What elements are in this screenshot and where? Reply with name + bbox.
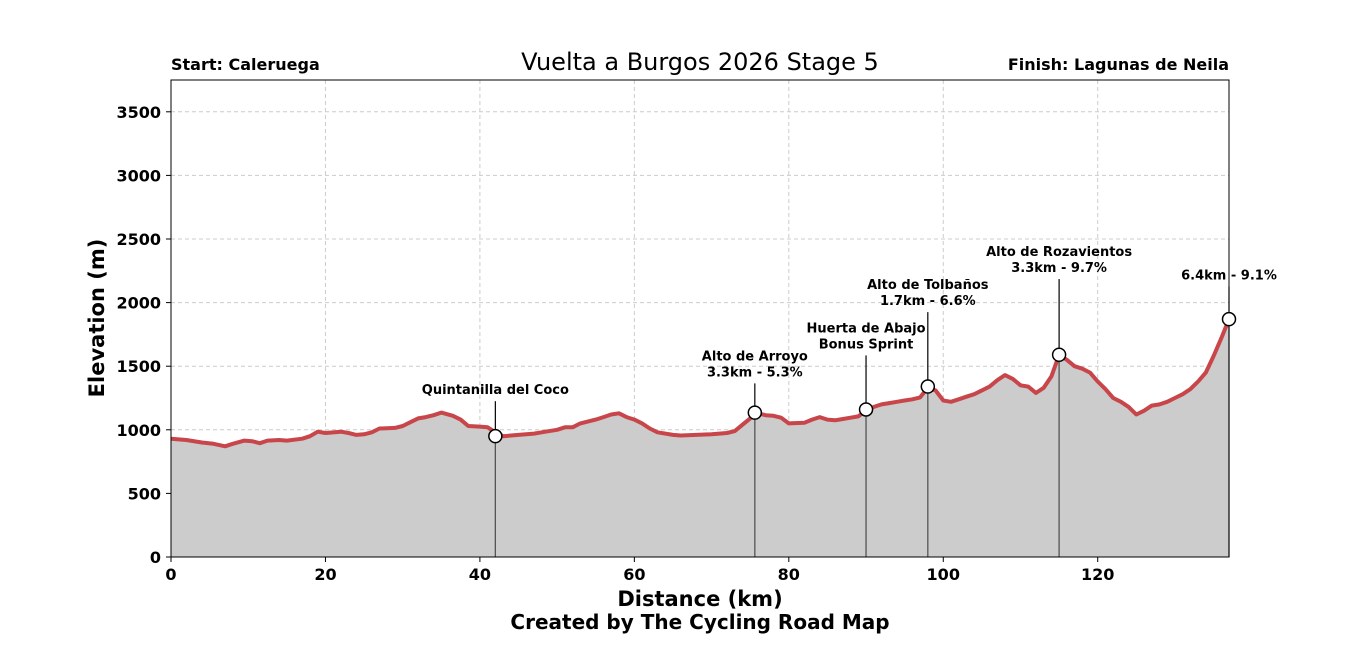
x-axis-ticks: 0 20 40 60 80 100 120 xyxy=(165,557,1114,584)
x-tick-label: 80 xyxy=(778,565,800,584)
marker-label: 3.3km - 5.3% xyxy=(707,365,803,380)
marker-point xyxy=(747,405,763,420)
elevation-area xyxy=(171,319,1229,557)
credit-label: Created by The Cycling Road Map xyxy=(510,610,889,634)
y-tick-label: 500 xyxy=(128,484,161,503)
start-label: Start: Caleruega xyxy=(171,55,320,74)
x-axis-label: Distance (km) xyxy=(617,587,782,611)
x-tick-label: 100 xyxy=(927,565,960,584)
x-tick-label: 0 xyxy=(165,565,176,584)
y-axis-ticks: 0 500 1000 1500 2000 2500 3000 3500 xyxy=(116,103,171,567)
marker-label: Alto de Rozavientos xyxy=(986,245,1132,260)
marker-label: Quintanilla del Coco xyxy=(422,383,569,398)
marker-label: 1.7km - 6.6% xyxy=(880,294,976,309)
y-tick-label: 1000 xyxy=(116,421,161,440)
marker-point xyxy=(920,379,936,394)
y-axis-label: Elevation (m) xyxy=(85,239,109,398)
y-tick-label: 2500 xyxy=(116,230,161,249)
marker-point xyxy=(858,402,874,417)
chart-title: Vuelta a Burgos 2026 Stage 5 xyxy=(521,48,879,76)
x-tick-label: 40 xyxy=(469,565,491,584)
y-tick-label: 0 xyxy=(150,548,161,567)
y-tick-label: 3500 xyxy=(116,103,161,122)
marker-label: 6.4km - 9.1% xyxy=(1181,269,1277,284)
x-tick-label: 60 xyxy=(623,565,645,584)
y-tick-label: 1500 xyxy=(116,357,161,376)
finish-label: Finish: Lagunas de Neila xyxy=(1008,55,1229,74)
x-tick-label: 20 xyxy=(314,565,336,584)
marker-point xyxy=(1051,347,1067,363)
marker-label: Huerta de Abajo xyxy=(807,321,926,336)
marker-point xyxy=(488,428,503,444)
marker-label: 3.3km - 9.7% xyxy=(1011,261,1107,276)
marker-label: Alto de Arroyo xyxy=(702,349,808,364)
marker-label: Alto de Tolbaños xyxy=(867,278,989,293)
marker-point xyxy=(1221,311,1237,327)
y-tick-label: 3000 xyxy=(116,166,161,185)
y-tick-label: 2000 xyxy=(116,294,161,313)
marker-label: Bonus Sprint xyxy=(819,337,914,352)
x-tick-label: 120 xyxy=(1081,565,1114,584)
